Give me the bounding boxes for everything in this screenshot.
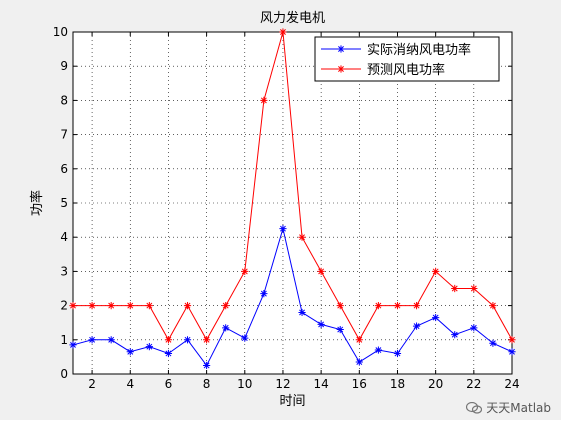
data-point — [183, 302, 192, 310]
data-point — [393, 349, 402, 358]
data-point — [88, 336, 96, 344]
data-point — [183, 336, 192, 344]
legend-marker — [337, 65, 345, 73]
data-point — [222, 302, 230, 310]
legend-label: 预测风电功率 — [367, 62, 445, 78]
data-point — [260, 290, 268, 298]
x-tick-label: 18 — [390, 377, 405, 391]
y-axis-label: 功率 — [29, 190, 45, 216]
y-tick-label: 0 — [60, 367, 68, 381]
data-point — [126, 348, 134, 356]
plot-area — [73, 32, 512, 374]
data-point — [260, 96, 268, 104]
y-tick-label: 6 — [60, 162, 68, 176]
y-tick-label: 5 — [60, 196, 68, 210]
data-point — [451, 331, 459, 339]
data-point — [298, 308, 306, 317]
legend-marker — [337, 45, 345, 53]
y-tick-label: 10 — [53, 25, 68, 39]
x-tick-label: 20 — [428, 377, 443, 391]
legend-box — [314, 36, 500, 82]
data-point — [164, 349, 173, 358]
data-point — [432, 313, 440, 322]
data-point — [145, 302, 153, 310]
data-point — [489, 302, 497, 310]
data-point — [69, 302, 77, 310]
data-point — [241, 334, 249, 342]
data-point — [203, 361, 211, 370]
data-point — [393, 302, 402, 310]
data-point — [107, 302, 115, 310]
x-tick-label: 16 — [352, 377, 367, 391]
x-tick-label: 8 — [203, 377, 211, 391]
wechat-icon — [466, 401, 483, 414]
data-point — [336, 325, 344, 334]
data-point — [317, 267, 325, 275]
data-point — [298, 233, 306, 241]
data-point — [412, 322, 421, 330]
x-axis-label: 时间 — [279, 394, 305, 409]
data-point — [279, 225, 287, 233]
series-layer — [69, 28, 516, 370]
series-line — [72, 226, 513, 367]
data-point — [336, 302, 344, 310]
y-tick-label: 2 — [60, 299, 68, 313]
data-point — [470, 284, 478, 293]
data-point — [279, 28, 287, 36]
data-point — [203, 336, 211, 344]
watermark-text: 天天Matlab — [486, 401, 551, 415]
series-2 — [69, 28, 516, 344]
data-point — [145, 343, 153, 351]
data-point — [432, 267, 440, 275]
data-point — [470, 324, 478, 332]
data-point — [241, 267, 249, 275]
data-point — [69, 341, 77, 349]
legend-label: 实际消纳风电功率 — [367, 42, 471, 58]
grid — [73, 31, 513, 375]
data-point — [222, 324, 230, 332]
data-point — [107, 336, 115, 344]
data-point — [355, 336, 363, 344]
legend-entry: 预测风电功率 — [321, 62, 445, 78]
y-tick-label: 4 — [60, 230, 68, 244]
data-point — [451, 284, 459, 293]
data-point — [317, 320, 325, 329]
x-tick-label: 2 — [88, 377, 96, 391]
series-1 — [69, 225, 516, 370]
data-point — [489, 339, 497, 347]
data-point — [164, 336, 173, 344]
x-tick-label: 24 — [504, 377, 519, 391]
y-tick-label: 9 — [60, 59, 68, 73]
data-point — [355, 358, 363, 366]
y-tick-label: 3 — [60, 264, 68, 278]
chart-title: 风力发电机 — [260, 10, 325, 26]
x-tick-label: 12 — [275, 377, 290, 391]
watermark: 天天Matlab — [466, 399, 551, 416]
data-point — [508, 336, 516, 344]
y-tick-label: 1 — [60, 333, 68, 347]
x-tick-label: 10 — [237, 377, 252, 391]
y-tick-label: 8 — [60, 93, 68, 107]
x-tick-label: 4 — [126, 377, 134, 391]
x-tick-label: 6 — [165, 377, 173, 391]
data-point — [126, 302, 134, 310]
data-point — [508, 348, 516, 356]
x-tick-label: 22 — [466, 377, 481, 391]
x-tick-label: 14 — [313, 377, 328, 391]
data-point — [412, 302, 421, 310]
data-point — [374, 302, 382, 310]
data-point — [88, 302, 96, 310]
legend-entry: 实际消纳风电功率 — [321, 42, 471, 58]
y-tick-label: 7 — [60, 128, 68, 142]
data-point — [374, 346, 382, 354]
